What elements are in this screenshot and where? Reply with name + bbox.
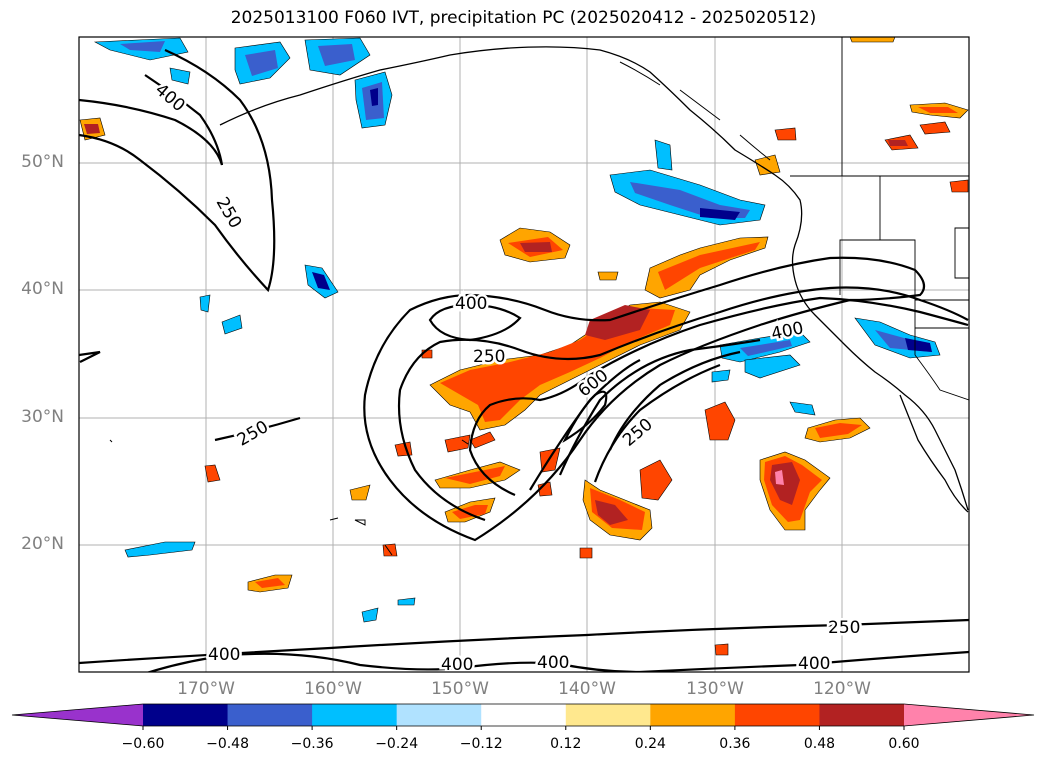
colorbar-tick-label: −0.24 xyxy=(375,736,419,752)
colorbar-segment xyxy=(904,704,1034,726)
lon-tick-label: 130°W xyxy=(686,679,744,699)
contour-label: 400 xyxy=(537,653,569,673)
lat-tick-label: 20°N xyxy=(21,534,64,554)
colorbar-segment xyxy=(650,704,736,726)
colorbar-tick-label: 0.48 xyxy=(803,736,836,752)
contour-label: 250 xyxy=(619,415,657,451)
colorbar xyxy=(11,703,1035,730)
contour-label: 400 xyxy=(151,80,189,116)
map-frame xyxy=(78,36,970,673)
lon-tick-label: 170°W xyxy=(177,679,235,699)
colorbar-tick-label: −0.36 xyxy=(290,736,334,752)
contour-label: 400 xyxy=(441,655,473,675)
lat-tick-label: 30°N xyxy=(21,407,64,427)
colorbar-tick-label: 0.36 xyxy=(719,736,751,752)
colorbar-tick-label: 0.60 xyxy=(888,736,920,752)
negative-precip-blobs xyxy=(93,37,941,623)
colorbar-segment xyxy=(143,704,229,726)
colorbar-segment xyxy=(734,704,820,726)
chart-title: 2025013100 F060 IVT, precipitation PC (2… xyxy=(230,8,817,28)
colorbar-segment xyxy=(481,704,567,726)
contour-label: 250 xyxy=(234,417,272,451)
positive-precip-blobs xyxy=(79,37,969,656)
colorbar-segment xyxy=(12,704,143,726)
contour-label: 250 xyxy=(828,618,860,638)
contour-label: 400 xyxy=(455,294,487,314)
lon-tick-label: 160°W xyxy=(304,679,362,699)
colorbar-segment xyxy=(565,704,651,726)
contour-label: 400 xyxy=(208,645,240,665)
colorbar-tick-label: 0.12 xyxy=(550,736,582,752)
lat-tick-label: 50°N xyxy=(21,152,64,172)
colorbar-tick-label: −0.12 xyxy=(459,736,503,752)
colorbar-segment xyxy=(819,704,905,726)
colorbar-tick-label: −0.48 xyxy=(206,736,249,752)
colorbar-segment xyxy=(312,704,398,726)
contour-label: 400 xyxy=(798,654,830,674)
coastlines xyxy=(109,37,969,556)
lon-tick-label: 150°W xyxy=(431,679,489,699)
ivt-contours xyxy=(79,48,969,672)
lon-tick-label: 120°W xyxy=(813,679,871,699)
colorbar-tick-label: −0.60 xyxy=(121,736,165,752)
contour-label: 250 xyxy=(473,347,505,367)
colorbar-segment xyxy=(227,704,313,726)
lat-tick-label: 40°N xyxy=(21,279,64,299)
lon-tick-label: 140°W xyxy=(558,679,616,699)
gridlines xyxy=(79,37,969,672)
colorbar-tick-label: 0.24 xyxy=(634,736,666,752)
colorbar-segment xyxy=(396,704,482,726)
